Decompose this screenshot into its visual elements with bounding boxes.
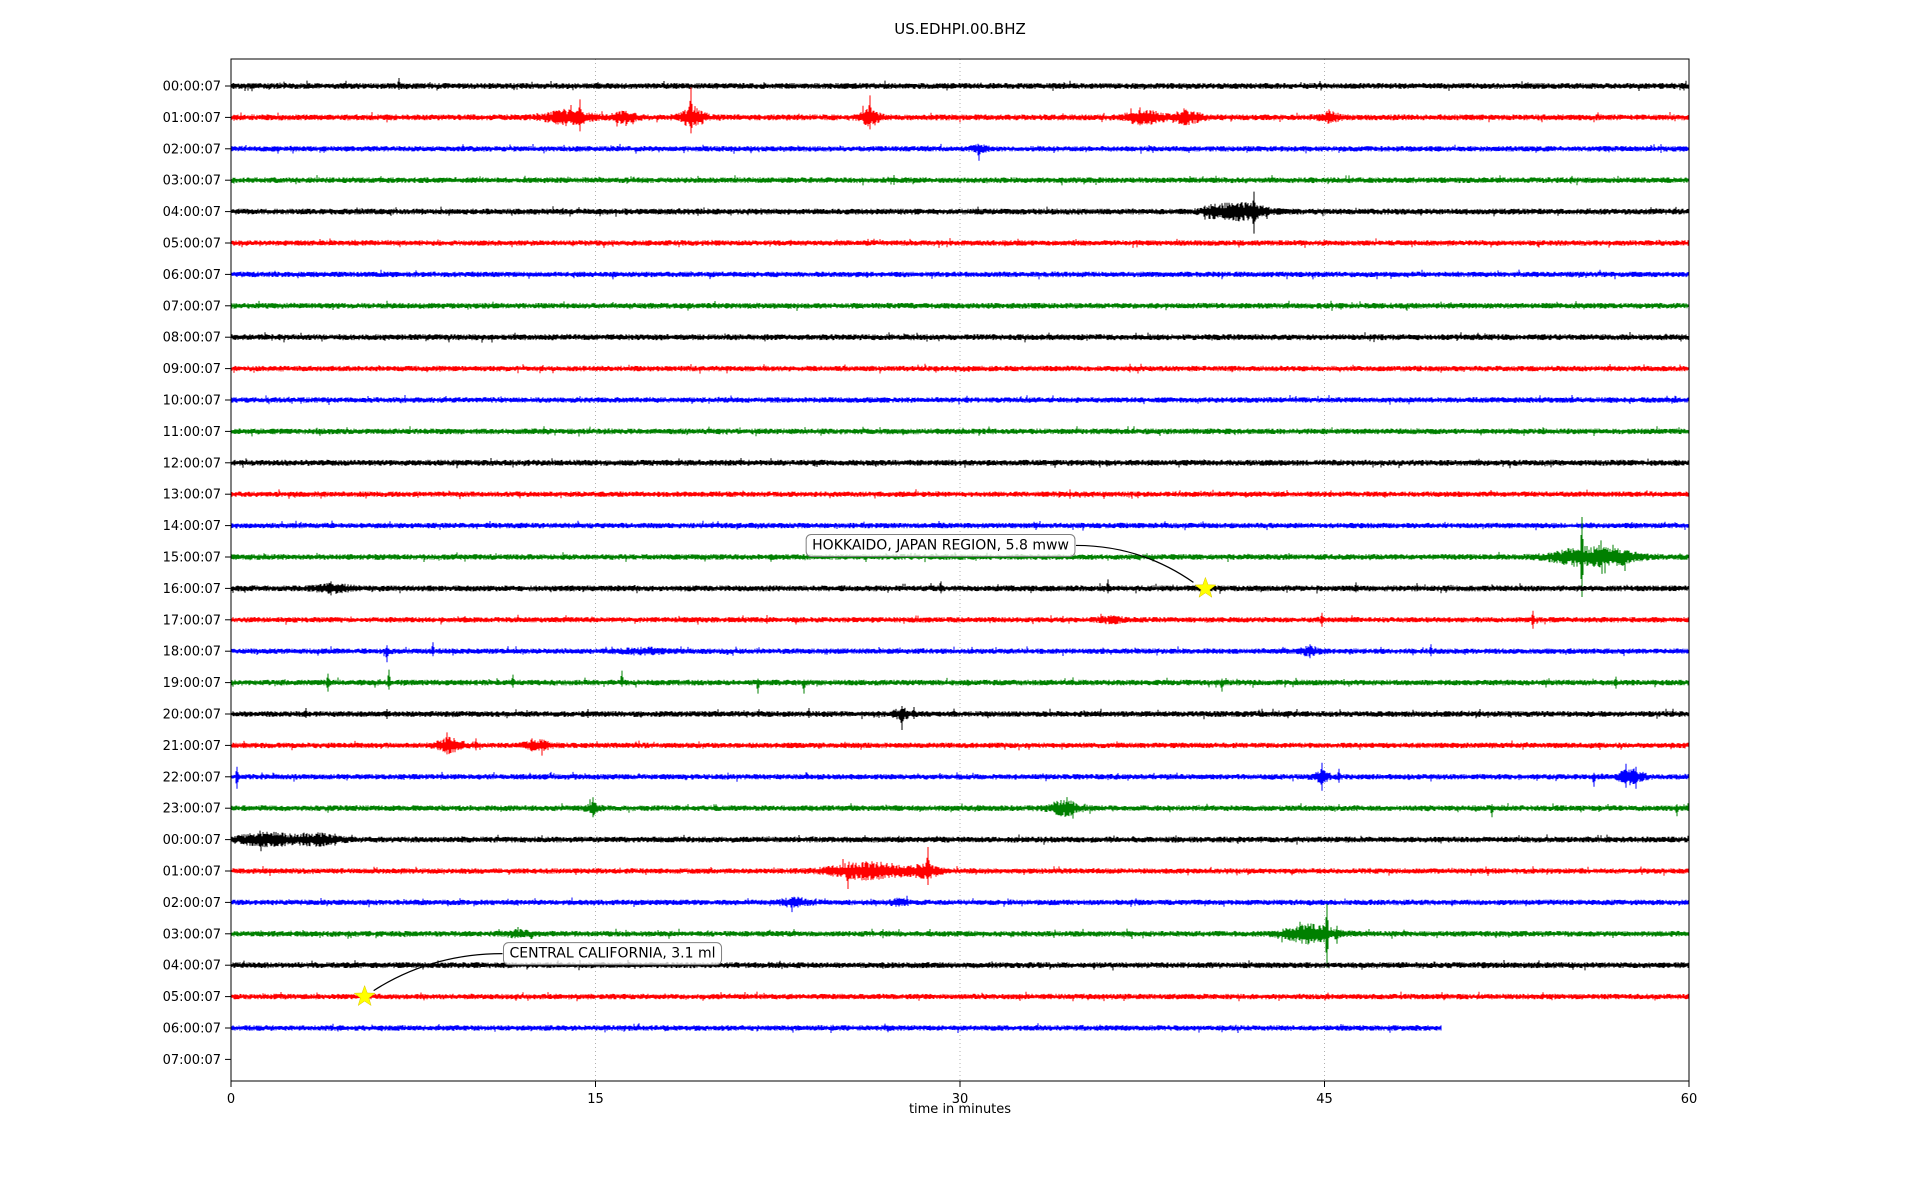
x-tick-label: 45 xyxy=(1316,1092,1333,1107)
row-time-label: 06:00:07 xyxy=(163,1022,221,1037)
row-time-label: 00:00:07 xyxy=(163,833,221,848)
trace-row xyxy=(230,300,1690,311)
event-star-marker xyxy=(1194,576,1217,598)
row-time-label: 17:00:07 xyxy=(163,613,221,628)
row-time-label: 09:00:07 xyxy=(163,362,221,377)
row-time-label: 03:00:07 xyxy=(163,927,221,942)
row-time-label: 08:00:07 xyxy=(163,331,221,346)
row-time-label: 01:00:07 xyxy=(163,111,221,126)
trace-row xyxy=(230,143,1690,161)
annotation-arrow xyxy=(373,953,503,992)
row-time-label: 13:00:07 xyxy=(163,488,221,503)
trace-row xyxy=(230,706,1690,730)
axis-layer: 00:00:07 01:00:07 02:00:07 03:00:07 04:00:07… xyxy=(163,58,1698,1107)
trace-row xyxy=(230,610,1690,629)
row-time-label: 05:00:07 xyxy=(163,237,221,252)
trace-row xyxy=(230,520,1690,531)
row-time-label: 12:00:07 xyxy=(163,456,221,471)
row-time-label: 21:00:07 xyxy=(163,739,221,754)
row-time-label: 18:00:07 xyxy=(163,645,221,660)
trace-row xyxy=(230,332,1690,343)
row-time-label: 07:00:07 xyxy=(163,299,221,314)
trace-row xyxy=(230,959,1690,971)
row-time-label: 19:00:07 xyxy=(163,676,221,691)
row-time-label: 07:00:07 xyxy=(163,1053,221,1068)
row-time-label: 14:00:07 xyxy=(163,519,221,534)
event-annotation-box xyxy=(805,533,1076,557)
event-annotation-box xyxy=(502,942,723,966)
row-time-label: 22:00:07 xyxy=(163,770,221,785)
x-tick-label: 15 xyxy=(587,1092,604,1107)
trace-row xyxy=(230,489,1690,500)
row-time-label: 15:00:07 xyxy=(163,551,221,566)
trace-row xyxy=(230,87,1690,134)
row-time-label: 00:00:07 xyxy=(163,80,221,95)
x-tick-label: 30 xyxy=(952,1092,969,1107)
x-axis-label: time in minutes xyxy=(909,1102,1011,1117)
row-time-label: 23:00:07 xyxy=(163,802,221,817)
trace-row xyxy=(230,895,1690,913)
trace-row xyxy=(230,830,1690,852)
event-annotation: CENTRAL CALIFORNIA, 3.1 ml xyxy=(353,942,723,1007)
row-time-label: 03:00:07 xyxy=(163,174,221,189)
event-star-marker xyxy=(353,984,376,1007)
row-time-label: 02:00:07 xyxy=(163,142,221,157)
x-tick-label: 0 xyxy=(227,1092,235,1107)
trace-row xyxy=(230,517,1690,597)
trace-row xyxy=(230,579,1690,596)
row-time-label: 05:00:07 xyxy=(163,990,221,1005)
trace-row xyxy=(230,669,1690,694)
trace-row xyxy=(230,1023,1442,1033)
x-tick-label: 60 xyxy=(1681,1092,1698,1107)
event-annotation-text: CENTRAL CALIFORNIA, 3.1 ml xyxy=(509,946,715,962)
row-time-label: 02:00:07 xyxy=(163,896,221,911)
trace-row xyxy=(230,363,1690,374)
row-time-label: 01:00:07 xyxy=(163,865,221,880)
row-time-label: 10:00:07 xyxy=(163,394,221,409)
row-time-label: 20:00:07 xyxy=(163,708,221,723)
annotation-layer: HOKKAIDO, JAPAN REGION, 5.8 mww CENTRAL C… xyxy=(353,533,1217,1007)
row-time-label: 16:00:07 xyxy=(163,582,221,597)
row-time-label: 04:00:07 xyxy=(163,959,221,974)
row-time-label: 06:00:07 xyxy=(163,268,221,283)
event-annotation: HOKKAIDO, JAPAN REGION, 5.8 mww xyxy=(805,533,1217,598)
row-time-label: 04:00:07 xyxy=(163,205,221,220)
annotation-arrow xyxy=(1075,544,1194,583)
event-annotation-text: HOKKAIDO, JAPAN REGION, 5.8 mww xyxy=(812,537,1069,553)
row-time-label: 11:00:07 xyxy=(163,425,221,440)
chart-title: US.EDHPI.00.BHZ xyxy=(894,20,1026,38)
